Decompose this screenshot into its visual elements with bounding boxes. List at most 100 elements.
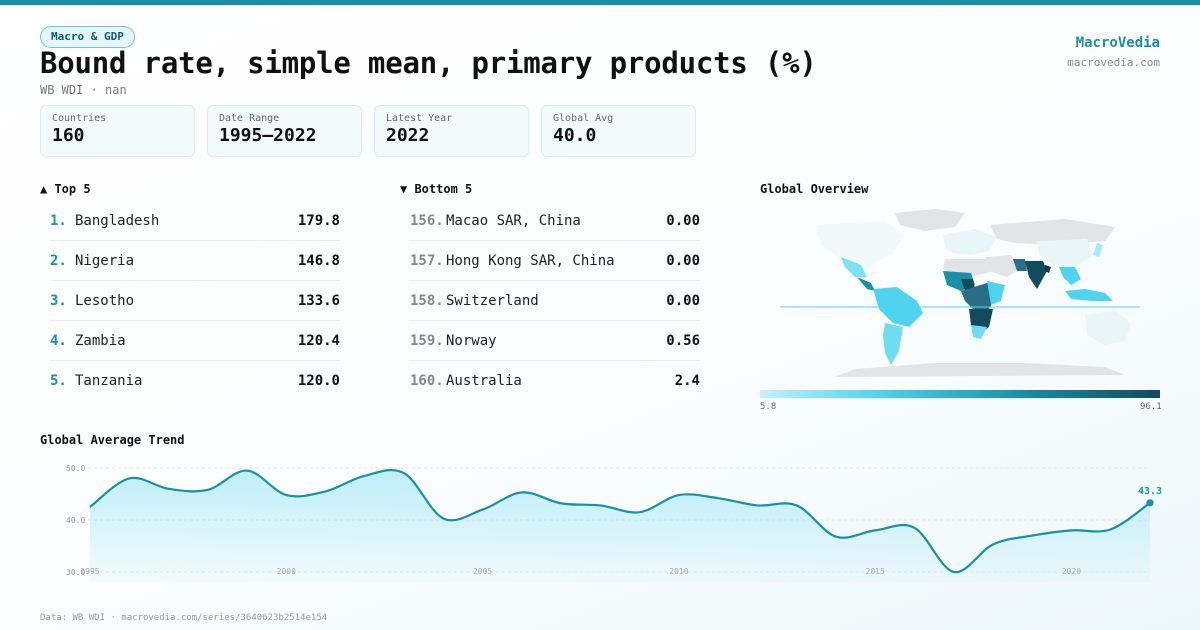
stat-card-global-avg: Global Avg 40.0 — [541, 105, 696, 157]
list-item[interactable]: 160. Australia 2.4 — [410, 361, 700, 401]
map-region-north-america — [815, 221, 905, 275]
trend-point-2013 — [795, 503, 799, 507]
stat-cards: Countries 160 Date Range 1995–2022 Lates… — [40, 105, 696, 157]
country-name: Bangladesh — [75, 212, 160, 229]
trend-point-2002 — [363, 474, 367, 478]
list-item[interactable]: 1. Bangladesh 179.8 — [50, 201, 340, 241]
map-region-central-africa — [961, 283, 997, 309]
list-item[interactable]: 159. Norway 0.56 — [410, 321, 700, 361]
trend-series-line — [89, 468, 1151, 574]
country-value: 179.8 — [297, 212, 340, 229]
country-name: Tanzania — [75, 373, 143, 389]
trend-point-2006 — [520, 490, 524, 494]
trend-point-2005 — [481, 508, 485, 512]
map-legend-gradient — [760, 390, 1160, 398]
map-legend-min: 5.8 — [760, 402, 777, 412]
country-value: 0.00 — [666, 212, 700, 229]
country-value: 120.4 — [297, 332, 340, 349]
page-subtitle: WB WDI · nan — [40, 83, 127, 97]
stat-value: 40.0 — [553, 125, 597, 146]
map-region-mexico — [841, 257, 867, 277]
list-item[interactable]: 3. Lesotho 133.6 — [50, 281, 340, 321]
list-item[interactable]: 2. Nigeria 146.8 — [50, 241, 340, 281]
trend-point-2004 — [441, 516, 445, 520]
map-region-india — [1025, 261, 1047, 289]
list-item[interactable]: 157. Hong Kong SAR, China 0.00 — [410, 241, 700, 281]
map-region-japan — [1093, 243, 1103, 257]
country-value: 120.0 — [297, 373, 340, 389]
country-name: Hong Kong SAR, China — [446, 252, 615, 269]
y-tick-label: 30.0 — [66, 568, 85, 577]
trend-point-2008 — [598, 503, 602, 507]
map-region-pakistan — [1013, 259, 1027, 271]
brand-name[interactable]: MacroVedia — [1075, 35, 1160, 51]
map-region-greenland — [895, 209, 965, 231]
trend-area-fill — [90, 470, 1150, 582]
trend-chart[interactable]: 30.040.050.0 199520002005201020152020 43… — [0, 455, 1200, 585]
top-accent-bar — [0, 0, 1200, 5]
trend-chart-title: Global Average Trend — [40, 433, 185, 447]
rank-number: 3. — [50, 292, 67, 309]
country-value: 133.6 — [297, 292, 340, 309]
trend-point-2012 — [755, 503, 759, 507]
country-value: 0.00 — [666, 252, 700, 269]
rank-number: 4. — [50, 332, 67, 349]
country-name: Macao SAR, China — [446, 212, 581, 229]
trend-point-2017 — [952, 570, 956, 574]
country-name: Switzerland — [446, 292, 539, 309]
map-region-europe — [943, 229, 997, 255]
stat-value: 1995–2022 — [219, 125, 317, 146]
trend-point-2018 — [991, 542, 995, 546]
country-name: Lesotho — [75, 292, 135, 309]
footer-source[interactable]: Data: WB WDI · macrovedia.com/series/364… — [40, 613, 328, 623]
stat-label: Date Range — [219, 113, 280, 124]
map-title: Global Overview — [760, 182, 869, 196]
brand-url[interactable]: macrovedia.com — [1067, 56, 1160, 69]
trend-point-1997 — [167, 487, 171, 491]
trend-point-2016 — [912, 526, 916, 530]
trend-last-value-label: 43.3 — [1138, 486, 1162, 497]
trend-last-point[interactable] — [1146, 499, 1154, 507]
stat-label: Latest Year — [386, 113, 453, 124]
rank-number: 5. — [50, 373, 67, 389]
rank-number: 2. — [50, 252, 67, 269]
list-item[interactable]: 156. Macao SAR, China 0.00 — [410, 201, 700, 241]
map-region-east-africa — [987, 281, 1005, 305]
bottom-list-title: ▼ Bottom 5 — [400, 182, 473, 196]
list-item[interactable]: 5. Tanzania 120.0 — [50, 361, 340, 401]
category-tag[interactable]: Macro & GDP — [40, 26, 135, 48]
rank-number: 158. — [410, 292, 444, 309]
map-region-south-africa — [971, 325, 987, 339]
map-region-southeast-asia — [1059, 267, 1081, 285]
trend-point-2000 — [284, 493, 288, 497]
trend-point-2015 — [873, 528, 877, 532]
trend-point-2020 — [1069, 528, 1073, 532]
country-name: Norway — [446, 332, 497, 349]
trend-point-1998 — [206, 488, 210, 492]
map-region-russia — [990, 219, 1115, 245]
trend-point-2019 — [1030, 534, 1034, 538]
stat-card-date-range: Date Range 1995–2022 — [207, 105, 362, 157]
trend-point-2021 — [1109, 527, 1113, 531]
stat-value: 160 — [52, 125, 85, 146]
rank-number: 156. — [410, 212, 444, 229]
world-choropleth-map[interactable] — [775, 205, 1145, 385]
trend-point-2009 — [638, 510, 642, 514]
list-item[interactable]: 4. Zambia 120.4 — [50, 321, 340, 361]
stat-card-latest-year: Latest Year 2022 — [374, 105, 529, 157]
rank-number: 159. — [410, 332, 444, 349]
trend-point-2003 — [402, 471, 406, 475]
country-value: 0.00 — [666, 292, 700, 309]
country-value: 0.56 — [666, 332, 700, 349]
trend-point-2010 — [677, 493, 681, 497]
country-value: 2.4 — [674, 373, 700, 389]
map-region-middle-east — [985, 255, 1019, 277]
map-region-australia — [1085, 311, 1131, 345]
country-name: Nigeria — [75, 252, 135, 269]
trend-point-2001 — [324, 489, 328, 493]
map-legend-max: 96.1 — [1140, 402, 1162, 412]
list-item[interactable]: 158. Switzerland 0.00 — [410, 281, 700, 321]
trend-point-2014 — [834, 535, 838, 539]
trend-point-1995 — [88, 505, 92, 509]
stat-value: 2022 — [386, 125, 430, 146]
